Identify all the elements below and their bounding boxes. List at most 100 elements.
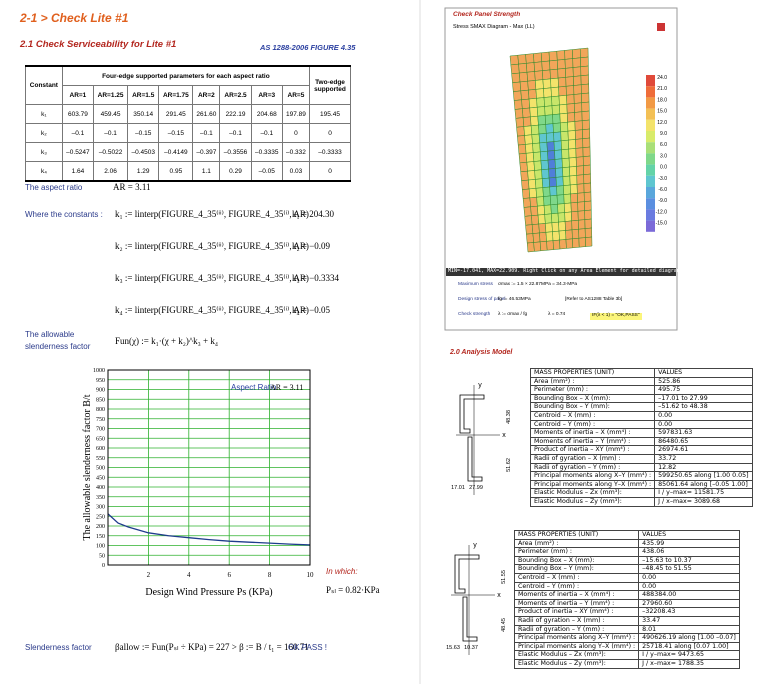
- mesh-cell: [565, 238, 574, 249]
- table-cell: J / x–max= 3089.68: [654, 496, 753, 507]
- y-tick-label: 500: [96, 466, 105, 472]
- table-cell: AR=3: [250, 85, 283, 105]
- dimension-label: 51.62: [506, 458, 512, 472]
- mesh-cell: [551, 212, 559, 224]
- mesh-cell: [516, 126, 525, 137]
- table-cell: –0.1: [93, 123, 129, 143]
- mesh-cell: [564, 211, 572, 222]
- mesh-cell: [584, 227, 593, 238]
- mesh-cell: [565, 229, 573, 240]
- mesh-cell: [526, 71, 536, 82]
- mesh-cell: [521, 98, 531, 109]
- table-cell: k₂: [25, 123, 63, 143]
- mesh-cell: [571, 228, 580, 240]
- scale-swatch: [646, 131, 655, 143]
- scale-label: -6.0: [658, 187, 667, 193]
- mesh-cell: [568, 157, 577, 168]
- mesh-cell: [557, 68, 566, 79]
- table-cell: Centroid – Y (mm) :: [513, 581, 640, 592]
- table-cell: 0.00: [654, 410, 753, 421]
- mesh-cell: [553, 140, 562, 151]
- slenderness-label: Slenderness factor: [25, 643, 92, 652]
- table-cell: –51.62 to 48.38: [654, 402, 753, 412]
- table-cell: 204.68: [250, 104, 283, 124]
- mesh-cell: [512, 81, 522, 92]
- table-cell: 0: [281, 123, 311, 143]
- mesh-cell: [531, 223, 540, 234]
- mesh-cell: [580, 65, 589, 77]
- plot-frame: [107, 369, 311, 566]
- table-cell: VALUES: [654, 368, 753, 378]
- table-cell: 1.64: [61, 161, 95, 182]
- y-tick-label: 0: [102, 563, 105, 569]
- scale-swatch: [646, 97, 655, 109]
- mesh-cell: [541, 177, 550, 188]
- mesh-cell: [577, 210, 586, 221]
- mesh-cell: [576, 165, 584, 176]
- table-cell: –0.4149: [158, 142, 194, 162]
- mesh-cell: [533, 160, 542, 171]
- mesh-cell: [514, 108, 524, 119]
- scale-label: 24.0: [657, 75, 667, 81]
- mesh-cell: [577, 201, 585, 212]
- y-tick-label: 150: [96, 534, 105, 540]
- formula: k₂ := linterp(FIGURE_4_35⁽ⁱⁱ⁾, FIGURE_4_…: [115, 241, 309, 251]
- mesh-cell: [564, 58, 574, 69]
- mesh-cell: [580, 83, 590, 95]
- diagram-title: Stress SMAX Diagram - Max (LL): [453, 24, 535, 30]
- mesh-cell: [558, 221, 566, 232]
- mesh-cell: [560, 139, 569, 151]
- table-cell: Bounding Box – X (mm):: [529, 393, 656, 404]
- mesh-cell: [526, 242, 535, 253]
- mesh-cell: [567, 130, 576, 141]
- mesh-cell: [573, 93, 582, 104]
- table-cell: Perimeter (mm) :: [529, 385, 656, 395]
- dimension-label: y: [473, 542, 477, 549]
- table-cell: 12.82: [654, 462, 753, 473]
- table-cell: –0.397: [192, 142, 221, 162]
- mesh-cell: [549, 59, 558, 71]
- table-cell: 33.72: [654, 453, 753, 464]
- table-cell: –0.1: [250, 123, 283, 143]
- x-tick-label: 4: [187, 571, 191, 579]
- table-cell: 8.01: [638, 624, 740, 635]
- mesh-cell: [569, 184, 578, 195]
- table-cell: Elastic Modulus – Zx (mm³):: [513, 650, 640, 660]
- mesh-cell: [571, 210, 579, 222]
- mesh-cell: [581, 101, 590, 113]
- mesh-cell: [531, 133, 540, 144]
- mesh-cell: [525, 143, 534, 154]
- mass-properties-table: MASS PROPERTIES (UNIT) VALUES Area (mm²) :…: [529, 368, 753, 507]
- scale-label: 9.0: [660, 131, 667, 137]
- mesh-cell: [532, 151, 542, 162]
- verdict: OK PASS !: [288, 643, 327, 652]
- mesh-cell: [557, 77, 567, 88]
- mesh-cell: [534, 169, 543, 180]
- table-cell: 86480.65: [654, 436, 753, 447]
- table-cell: Elastic Modulus – Zy (mm³):: [529, 496, 656, 507]
- mesh-cell: [569, 166, 577, 177]
- mesh-cell: [533, 52, 543, 63]
- mesh-cell: [559, 103, 568, 115]
- table-cell: k₃: [25, 142, 63, 162]
- table-cell: –0.5022: [93, 142, 129, 162]
- table-cell: 0.29: [219, 161, 252, 182]
- dimension-label: 17.01: [451, 485, 465, 491]
- close-button[interactable]: [657, 23, 665, 31]
- mesh-cell: [573, 75, 582, 86]
- mesh-cell: [521, 179, 530, 190]
- panel-row-text: fg := 46.53MPa: [498, 297, 531, 302]
- mesh-cell: [528, 89, 537, 100]
- mesh-cell: [536, 97, 545, 108]
- mesh-cell: [539, 141, 548, 153]
- table-cell: 0: [309, 123, 351, 143]
- table-cell: –0.3335: [250, 142, 283, 162]
- table-cell: AR=1.75: [158, 85, 194, 105]
- mesh-cell: [545, 231, 554, 242]
- table-cell: Area (mm²) :: [513, 538, 640, 549]
- dimension-label: 15.63: [446, 645, 460, 651]
- formula-result: k₂ = −0.09: [292, 241, 331, 251]
- scale-swatch: [646, 220, 655, 232]
